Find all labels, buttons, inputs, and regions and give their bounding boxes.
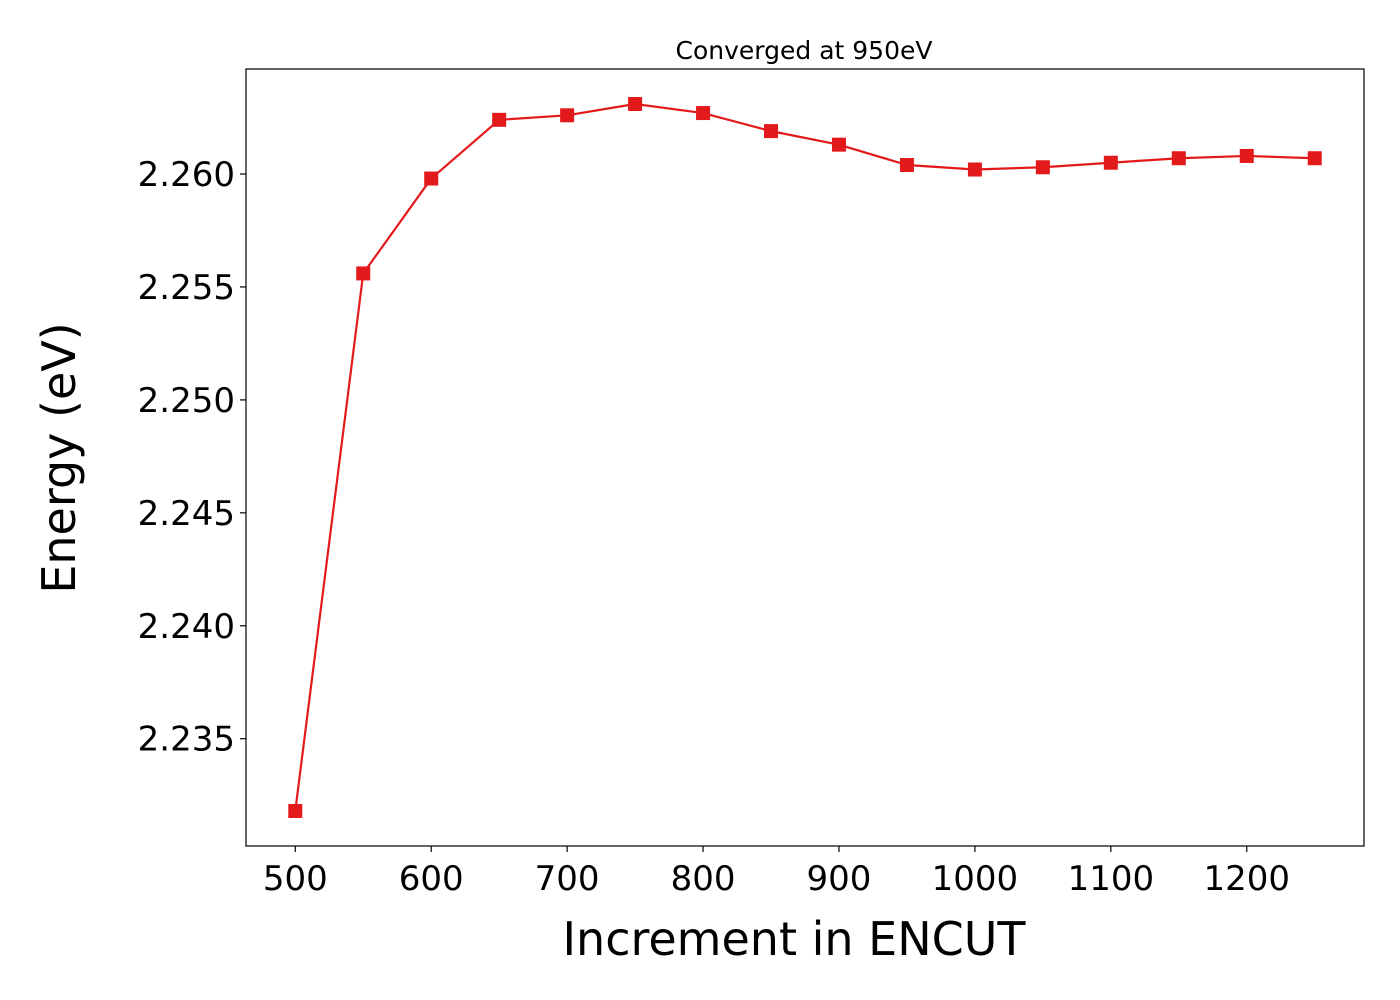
- data-point-marker: [628, 97, 643, 112]
- x-axis-label: Increment in ENCUT: [562, 912, 1026, 966]
- x-tick-label: 700: [535, 859, 600, 899]
- y-tick-label: 2.250: [138, 381, 235, 421]
- data-point-marker: [764, 124, 779, 139]
- data-point-marker: [1239, 148, 1254, 163]
- data-point-marker: [696, 106, 711, 121]
- data-point-marker: [1171, 151, 1186, 166]
- x-axis-ticks: 500 600 700 800 900 1000 1100 1200: [263, 846, 1290, 899]
- y-axis-ticks: 2.235 2.240 2.245 2.250 2.255 2.260: [138, 155, 246, 760]
- y-tick-label: 2.255: [138, 268, 235, 308]
- series-line: [294, 102, 1315, 812]
- x-tick-label: 1000: [932, 859, 1019, 899]
- y-tick-label: 2.260: [138, 155, 235, 195]
- x-tick-label: 800: [671, 859, 736, 899]
- y-tick-label: 2.240: [138, 607, 235, 647]
- plot-area: [245, 68, 1365, 847]
- data-point-marker: [560, 108, 575, 123]
- data-point-marker: [288, 803, 303, 818]
- x-tick-label: 600: [399, 859, 464, 899]
- y-tick-label: 2.245: [138, 494, 235, 534]
- data-point-marker: [356, 266, 371, 281]
- x-tick-label: 500: [263, 859, 328, 899]
- x-tick-label: 1200: [1203, 859, 1290, 899]
- x-tick-label: 900: [807, 859, 872, 899]
- data-point-marker: [967, 162, 982, 177]
- y-axis-label: Energy (eV): [32, 322, 86, 593]
- data-point-marker: [1103, 155, 1118, 170]
- data-point-marker: [492, 112, 507, 127]
- chart-title: Converged at 950eV: [676, 36, 933, 65]
- data-point-marker: [831, 137, 846, 152]
- y-tick-label: 2.235: [138, 720, 235, 760]
- x-tick-label: 1100: [1068, 859, 1155, 899]
- data-point-marker: [899, 157, 914, 172]
- data-point-marker: [424, 171, 439, 186]
- series-layer: [288, 97, 1322, 818]
- data-point-marker: [1035, 160, 1050, 175]
- data-point-marker: [1307, 151, 1322, 166]
